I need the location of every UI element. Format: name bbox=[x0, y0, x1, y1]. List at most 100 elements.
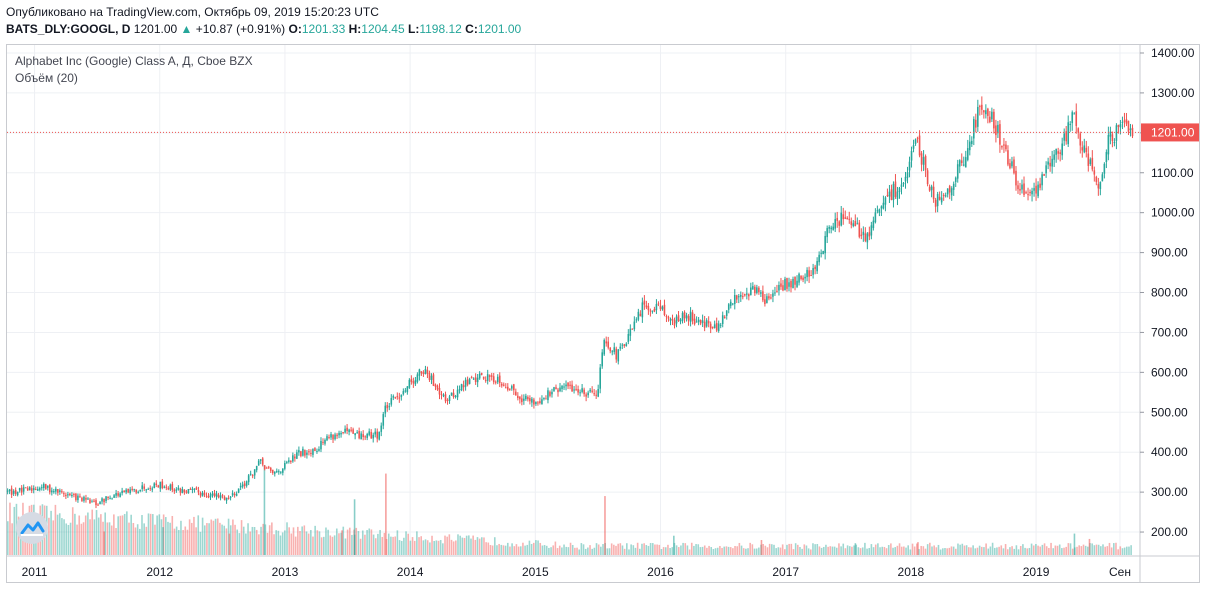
volume-bar bbox=[1017, 549, 1020, 555]
candle-body bbox=[952, 183, 955, 190]
candle-body bbox=[938, 196, 941, 200]
candle-body bbox=[290, 460, 292, 462]
candle-body bbox=[723, 316, 726, 319]
volume-bar bbox=[602, 544, 604, 555]
volume-bar bbox=[316, 530, 319, 555]
volume-bar bbox=[323, 536, 325, 555]
candle-body bbox=[828, 226, 830, 229]
candle-body bbox=[185, 491, 188, 493]
candle-body bbox=[635, 319, 638, 321]
volume-bar bbox=[366, 530, 368, 555]
volume-bar bbox=[82, 522, 85, 555]
candle-body bbox=[195, 487, 198, 490]
volume-bar bbox=[370, 529, 373, 555]
candle-body bbox=[490, 375, 493, 377]
candle-body bbox=[426, 369, 429, 374]
volume-bar bbox=[959, 544, 961, 555]
volume-bar bbox=[71, 507, 74, 555]
candle-body bbox=[205, 495, 208, 497]
candle-body bbox=[870, 225, 873, 236]
volume-bar bbox=[177, 529, 180, 555]
candle-body bbox=[968, 141, 971, 151]
candle-body bbox=[123, 490, 125, 493]
volume-bar bbox=[948, 547, 951, 555]
candle-body bbox=[533, 399, 535, 405]
volume-bar bbox=[424, 539, 427, 555]
tradingview-logo-icon[interactable] bbox=[16, 512, 48, 544]
candle-body bbox=[918, 135, 921, 156]
candle-body bbox=[418, 369, 421, 376]
candle-body bbox=[762, 291, 764, 301]
candle-body bbox=[231, 493, 234, 496]
candle-body bbox=[737, 296, 740, 298]
candle-body bbox=[866, 233, 869, 243]
candle-body bbox=[243, 483, 246, 486]
volume-bar bbox=[89, 519, 91, 555]
volume-bar bbox=[955, 548, 957, 555]
candle-body bbox=[318, 449, 320, 451]
candle-body bbox=[51, 490, 53, 493]
candle-body bbox=[506, 386, 509, 390]
volume-bar bbox=[755, 548, 758, 555]
volume-bar bbox=[342, 526, 345, 555]
volume-bar bbox=[355, 527, 358, 555]
volume-bar bbox=[1045, 546, 1048, 555]
volume-bar bbox=[496, 545, 498, 555]
volume-bar bbox=[91, 509, 94, 555]
chart-frame[interactable] bbox=[6, 44, 1200, 583]
volume-bar bbox=[736, 546, 739, 555]
candle-body bbox=[470, 377, 473, 379]
volume-bar bbox=[1100, 546, 1102, 555]
candle-body bbox=[541, 399, 543, 405]
volume-bar bbox=[459, 535, 461, 555]
candle-body bbox=[748, 294, 750, 297]
candle-body bbox=[436, 385, 439, 390]
candle-body bbox=[159, 481, 162, 489]
candle-body bbox=[255, 465, 258, 471]
volume-bar bbox=[279, 535, 282, 555]
candle-body bbox=[197, 490, 200, 493]
candle-body bbox=[729, 301, 732, 306]
volume-legend[interactable]: Объём (20) bbox=[15, 71, 78, 85]
volume-bar bbox=[468, 535, 470, 555]
candle-body bbox=[183, 489, 186, 493]
candle-body bbox=[940, 197, 943, 203]
time-tick-label: Сен bbox=[1109, 565, 1131, 579]
candle-body bbox=[752, 286, 754, 290]
grid-lines bbox=[7, 45, 1140, 556]
volume-bar bbox=[922, 546, 925, 555]
candle-body bbox=[67, 494, 69, 496]
volume-bar bbox=[675, 545, 678, 555]
candle-body bbox=[462, 385, 465, 388]
candle-body bbox=[300, 451, 302, 457]
candle-body bbox=[794, 276, 796, 285]
candle-body bbox=[95, 500, 97, 506]
volume-bar bbox=[1028, 547, 1031, 555]
volume-bar bbox=[662, 547, 665, 555]
candle-body bbox=[464, 379, 467, 387]
candle-body bbox=[137, 491, 139, 493]
volume-bar bbox=[437, 540, 440, 555]
volume-bar bbox=[900, 546, 903, 555]
candle-body bbox=[545, 398, 547, 400]
volume-bar bbox=[563, 544, 565, 555]
candle-body bbox=[960, 160, 963, 163]
volume-bar bbox=[773, 544, 775, 555]
candle-body bbox=[609, 347, 612, 352]
volume-bar bbox=[877, 543, 879, 555]
volume-bar bbox=[1063, 547, 1065, 555]
candle-body bbox=[780, 283, 782, 287]
volume-bar bbox=[825, 544, 827, 555]
candle-body bbox=[679, 319, 682, 322]
candle-body bbox=[446, 399, 449, 401]
volume-bar bbox=[1104, 546, 1106, 555]
candle-body bbox=[537, 402, 539, 404]
series-legend[interactable]: Alphabet Inc (Google) Class A, Д, Cboe B… bbox=[15, 54, 253, 68]
volume-bar bbox=[1048, 547, 1050, 555]
volume-bar bbox=[848, 546, 851, 555]
volume-bar bbox=[788, 543, 790, 555]
volume-bar bbox=[905, 547, 907, 555]
volume-bar bbox=[965, 545, 968, 555]
volume-bar bbox=[1069, 543, 1072, 555]
